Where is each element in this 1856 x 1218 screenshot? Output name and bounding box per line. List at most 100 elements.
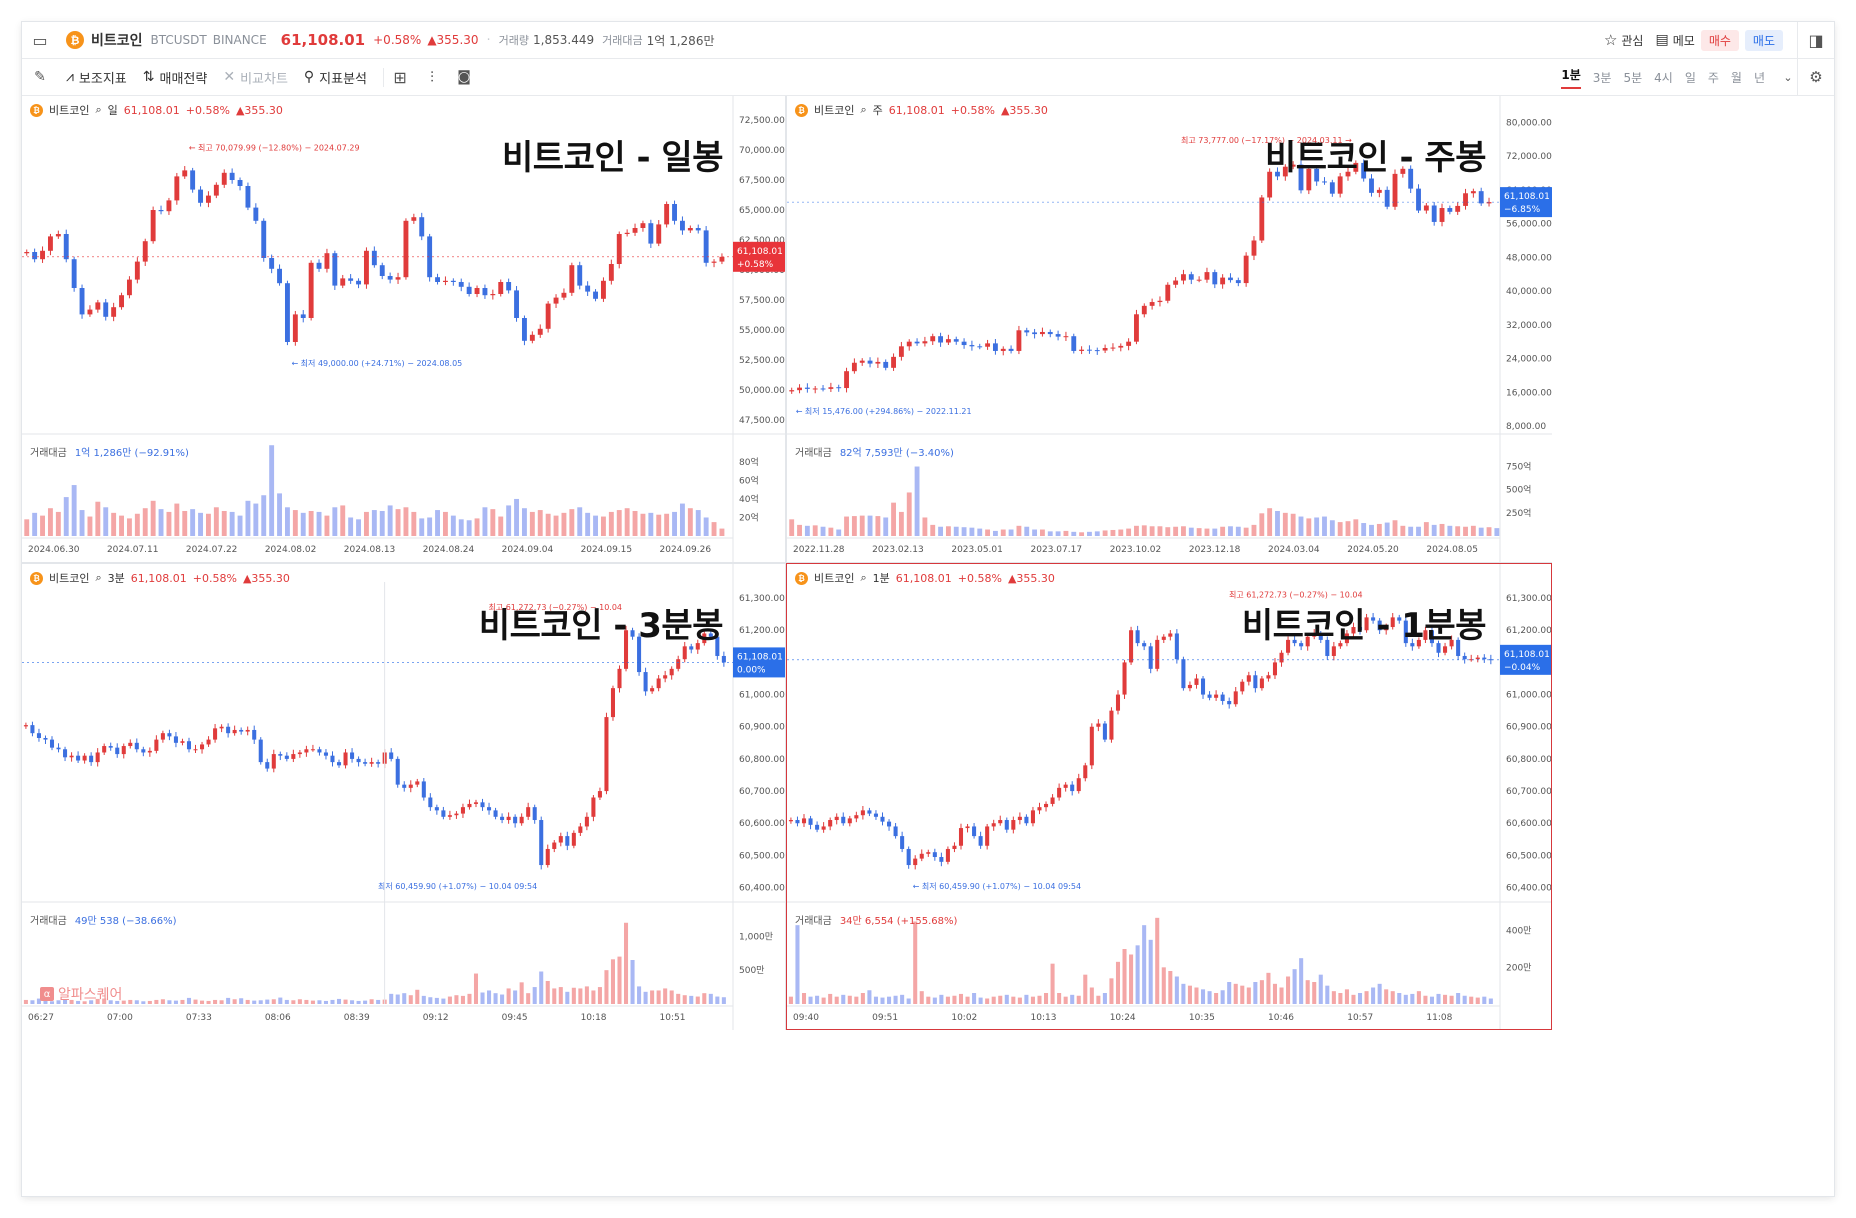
x-tick-label: 08:39 [344, 1013, 370, 1023]
panel-daily[interactable]: ₿ 비트코인 ⌕ 일 61,108.01 +0.58% ▲355.30 72,500.00 70… [22, 96, 785, 562]
interval-6[interactable]: 월 [1730, 70, 1742, 85]
strategy-button[interactable]: ⇅ 매매전략 [143, 68, 208, 87]
interval-5[interactable]: 주 [1707, 70, 1719, 85]
panel-1min[interactable]: ₿ 비트코인 ⌕ 1분 61,108.01 +0.58% ▲355.30 61,300.00 6… [787, 564, 1552, 1030]
candle-body [1357, 627, 1363, 631]
candle-body [1181, 274, 1186, 281]
volume-bar [1047, 531, 1053, 536]
volume-bar [121, 1000, 126, 1004]
candle-body [1087, 349, 1092, 351]
volume-bar [965, 996, 970, 1004]
volume-bar [1286, 976, 1291, 1004]
volume-bar [434, 997, 439, 1004]
x-tick-label: 2024.08.24 [423, 545, 475, 555]
volume-bar [1181, 526, 1186, 536]
legend-abs: ▲355.30 [235, 103, 283, 117]
candle-body [1118, 345, 1124, 348]
interval-0[interactable]: 1분 [1561, 66, 1581, 89]
interval-2[interactable]: 5분 [1623, 70, 1643, 85]
volume-bar [291, 1000, 296, 1004]
analysis-icon: ⚲ [303, 69, 315, 85]
bitcoin-icon: ₿ [30, 571, 43, 585]
candle-body [656, 678, 661, 689]
panel-3min[interactable]: ₿ 비트코인 ⌕ 3분 61,108.01 +0.58% ▲355.30 61,300.00 6… [22, 564, 785, 1030]
panel-title: 비트코인 - 3분봉 [478, 606, 724, 646]
analysis-button[interactable]: ⚲ 지표분석 [304, 68, 367, 87]
memo-button[interactable]: ▤ 메모 [1655, 32, 1694, 49]
watchlist-button[interactable]: ☆ 관심 [1604, 31, 1644, 49]
volume-bar [593, 515, 598, 536]
candle-body [205, 195, 211, 203]
volume-bar [1240, 985, 1245, 1004]
candle-body [79, 288, 85, 315]
interval-7[interactable]: 년 [1753, 70, 1765, 85]
volume-bar [719, 528, 725, 536]
indicator-button[interactable]: ⩘ 보조지표 [66, 68, 127, 87]
candle-body [906, 848, 911, 866]
volume-bar [36, 998, 41, 1004]
panel-toggle-icon[interactable]: ◨ [1797, 22, 1834, 58]
chart-svg: 61,300.0061,200.0061,100.0061,000.0060,9… [22, 564, 785, 1030]
volume-bar [95, 501, 101, 536]
volume-bar [1220, 990, 1225, 1004]
candle-type-icon[interactable]: ⫶ [430, 68, 434, 86]
volume-bar [419, 518, 425, 536]
star-icon: ☆ [1603, 31, 1618, 49]
candle-body [883, 361, 889, 368]
change-pct: +0.58% [373, 33, 422, 47]
volume-bar [1275, 510, 1280, 536]
candle-body [1251, 240, 1257, 256]
volume-bar [617, 956, 622, 1004]
candle-body [624, 630, 629, 669]
camera-icon[interactable]: ◙ [457, 69, 471, 85]
y-tick-label: 60,500.00 [739, 851, 785, 861]
candle-body [640, 223, 646, 228]
volume-bar [578, 988, 583, 1004]
draw-pen-icon[interactable]: ✎ [34, 69, 46, 85]
volume-bar [1431, 524, 1437, 536]
candle-body [958, 828, 964, 846]
volume-legend-value: 34만 6,554 (+155.68%) [839, 916, 958, 927]
candle-body [190, 170, 196, 190]
settings-gear-icon[interactable]: ⚙ [1797, 59, 1834, 95]
volume-bar [519, 982, 524, 1004]
candle-body [1011, 820, 1016, 830]
panel-weekly[interactable]: ₿ 비트코인 ⌕ 주 61,108.01 +0.58% ▲355.30 80,000.00 72… [787, 96, 1552, 562]
interval-4[interactable]: 일 [1684, 70, 1696, 85]
candle-body [229, 172, 235, 180]
candle-body [330, 755, 335, 763]
candle-body [1024, 816, 1029, 824]
volume-bar [219, 1000, 224, 1004]
volume-bar [891, 502, 896, 536]
buy-button[interactable]: 매수 [1700, 29, 1739, 51]
volume-bar [1272, 983, 1278, 1004]
candle-body [121, 746, 126, 755]
volume-bar [428, 997, 433, 1004]
last-price-label: 61,108.01 [737, 652, 783, 662]
strategy-label: 매매전략 [159, 71, 208, 87]
candle-body [1220, 277, 1226, 285]
search-icon[interactable]: ⌕ [95, 103, 102, 116]
volume-bar [795, 925, 800, 1004]
interval-dropdown-icon[interactable]: ⌄ [1783, 70, 1793, 84]
volume-bar [1488, 998, 1493, 1004]
sell-button[interactable]: 매도 [1744, 29, 1783, 51]
interval-3[interactable]: 4시 [1654, 70, 1673, 85]
search-icon[interactable]: ⌕ [860, 571, 867, 584]
candle-body [89, 755, 94, 763]
search-icon[interactable]: ⌕ [95, 571, 102, 584]
interval-1[interactable]: 3분 [1592, 70, 1612, 85]
sidebar-toggle-icon[interactable]: ▭ [32, 30, 48, 50]
layout-grid-icon[interactable]: ⊞ [383, 67, 416, 87]
compare-button[interactable]: ✕ 비교차트 [223, 68, 288, 87]
x-tick-label: 2024.08.02 [265, 545, 317, 555]
search-icon[interactable]: ⌕ [860, 103, 867, 116]
volume-bar [108, 1000, 113, 1004]
candle-body [1423, 205, 1429, 211]
volume-bar [252, 1000, 257, 1004]
candle-body [269, 258, 275, 269]
volume-bar [1338, 993, 1343, 1004]
candle-body [102, 746, 107, 753]
volume-bar [332, 507, 338, 536]
candle-body [308, 262, 314, 318]
